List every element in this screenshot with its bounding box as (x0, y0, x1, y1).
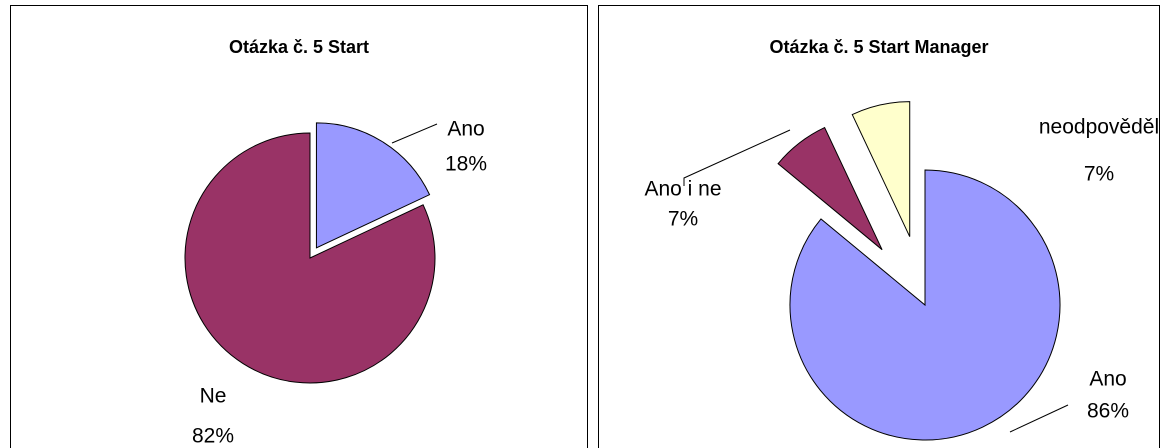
leader-line (391, 123, 438, 144)
leader-line (683, 129, 791, 186)
slice-label: Ano i ne (644, 178, 721, 201)
pie-slice (851, 101, 911, 237)
pie-slice (789, 169, 1061, 441)
chart-title: Otázka č. 5 Start Manager (769, 37, 988, 57)
pie-slice (777, 126, 883, 251)
slice-label: Ano (1089, 368, 1126, 391)
slice-label: Ne (200, 385, 227, 408)
slice-label: Ano (447, 118, 484, 141)
pie-slice (315, 122, 431, 249)
pie-slice (184, 132, 436, 384)
slice-label: neodpověděl (1039, 116, 1159, 139)
slice-value-label: 18% (445, 153, 487, 176)
chart-title: Otázka č. 5 Start (229, 37, 369, 57)
slice-value-label: 82% (192, 425, 234, 448)
slice-value-label: 86% (1087, 400, 1129, 423)
slice-value-label: 7% (1084, 163, 1114, 186)
leader-line (1009, 404, 1069, 433)
slice-value-label: 7% (668, 208, 698, 231)
